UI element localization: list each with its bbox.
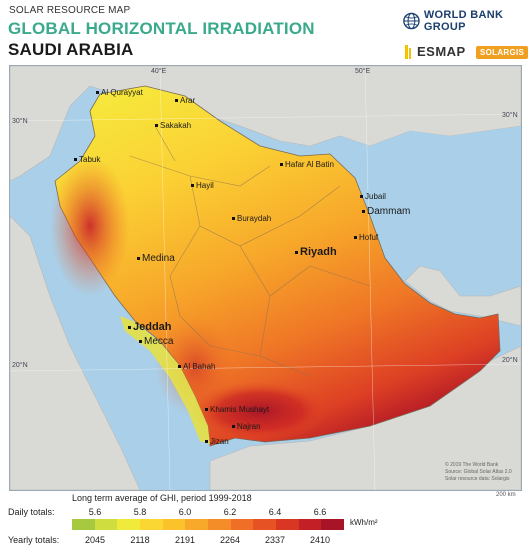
city-buraydah: Buraydah — [232, 214, 271, 223]
daily-tick: 6.0 — [178, 507, 192, 517]
persian-gulf — [340, 126, 521, 281]
legend-title: Long term average of GHI, period 1999-20… — [72, 493, 252, 503]
coastal-strip — [120, 316, 210, 444]
yearly-tick: 2264 — [219, 535, 241, 545]
legend-swatch — [72, 519, 95, 530]
globe-icon — [403, 12, 420, 30]
esmap-mark-icon — [405, 44, 411, 59]
daily-tick: 5.8 — [133, 507, 147, 517]
grid-label-20n-left: 20°N — [12, 362, 28, 369]
city-khamis-mushayt: Khamis Mushayt — [205, 405, 269, 414]
world-bank-label: WORLD BANK GROUP — [423, 9, 504, 33]
hot-zone-southwest — [155, 316, 235, 416]
city-hafar-al-batin: Hafar Al Batin — [280, 160, 334, 169]
map-canvas — [10, 66, 521, 490]
map-overline: SOLAR RESOURCE MAP — [9, 5, 131, 16]
grid-label-50e: 50°E — [355, 68, 371, 75]
city-jizan: Jizan — [205, 437, 229, 446]
credit-line-1: © 2019 The World Bank — [445, 462, 499, 468]
legend-colorbar — [72, 519, 345, 530]
city-sakakah: Sakakah — [155, 121, 191, 130]
city-hofuf: Hofuf — [354, 233, 378, 242]
neighbour-land-west — [10, 215, 141, 490]
yearly-tick: 2410 — [309, 535, 331, 545]
city-arar: Arar — [175, 96, 195, 105]
legend-unit: kWh/m² — [350, 518, 378, 527]
daily-totals-label: Daily totals: — [8, 507, 55, 517]
city-medina: Medina — [137, 253, 175, 264]
map-title: GLOBAL HORIZONTAL IRRADIATION — [8, 19, 315, 38]
city-riyadh: Riyadh — [295, 246, 337, 258]
grid-label-30n-right: 30°N — [502, 112, 518, 119]
credit-line-2: Source: Global Solar Atlas 2.0 — [445, 469, 512, 475]
yearly-tick: 2118 — [130, 535, 150, 545]
yearly-tick: 2337 — [264, 535, 286, 545]
city-jeddah: Jeddah — [128, 321, 172, 333]
region-borders — [129, 125, 371, 377]
legend-swatch — [140, 519, 163, 530]
legend-swatch — [185, 519, 209, 530]
city-dammam: Dammam — [362, 206, 410, 217]
legend-swatch — [230, 519, 254, 530]
legend-swatch — [162, 519, 186, 530]
yearly-tick: 2191 — [174, 535, 196, 545]
hot-zone-west — [50, 156, 130, 296]
yearly-tick: 2045 — [84, 535, 106, 545]
daily-tick: 6.4 — [268, 507, 282, 517]
esmap-label: ESMAP — [417, 44, 466, 59]
legend-swatch — [298, 519, 322, 530]
city-hayil: Hayil — [191, 181, 214, 190]
legend-swatch — [321, 519, 345, 530]
legend-swatch — [208, 519, 231, 530]
daily-tick: 6.2 — [223, 507, 237, 517]
credit-line-3: Solar resource data: Solargis — [445, 476, 510, 482]
city-najran: Najran — [232, 422, 261, 431]
world-bank-logo: WORLD BANK GROUP — [403, 9, 529, 33]
grid-label-20n-right: 20°N — [502, 357, 518, 364]
legend-swatch — [117, 519, 141, 530]
qatar-uae — [404, 265, 521, 327]
city-jubail: Jubail — [360, 192, 386, 201]
graticule — [10, 66, 521, 490]
city-al-bahah: Al Bahah — [178, 362, 215, 371]
solargis-logo: SOLARGIS — [476, 46, 529, 59]
city-al-qurayyat: Al Qurayyat — [96, 88, 143, 97]
legend-swatch — [253, 519, 277, 530]
scale-label: 200 km — [496, 492, 516, 498]
grid-label-40e: 40°E — [151, 68, 167, 75]
city-tabuk: Tabuk — [74, 155, 100, 164]
daily-tick: 6.6 — [313, 507, 327, 517]
yearly-totals-label: Yearly totals: — [8, 535, 60, 545]
irradiation-map: 40°E 50°E 30°N 20°N 30°N 20°N Al Qurayya… — [9, 65, 522, 491]
legend-swatch — [94, 519, 118, 530]
city-mecca: Mecca — [139, 336, 173, 347]
grid-label-30n-left: 30°N — [12, 118, 28, 125]
country-name: SAUDI ARABIA — [8, 40, 134, 59]
legend-swatch — [276, 519, 299, 530]
daily-tick: 5.6 — [88, 507, 102, 517]
esmap-logo: ESMAP — [405, 44, 466, 59]
